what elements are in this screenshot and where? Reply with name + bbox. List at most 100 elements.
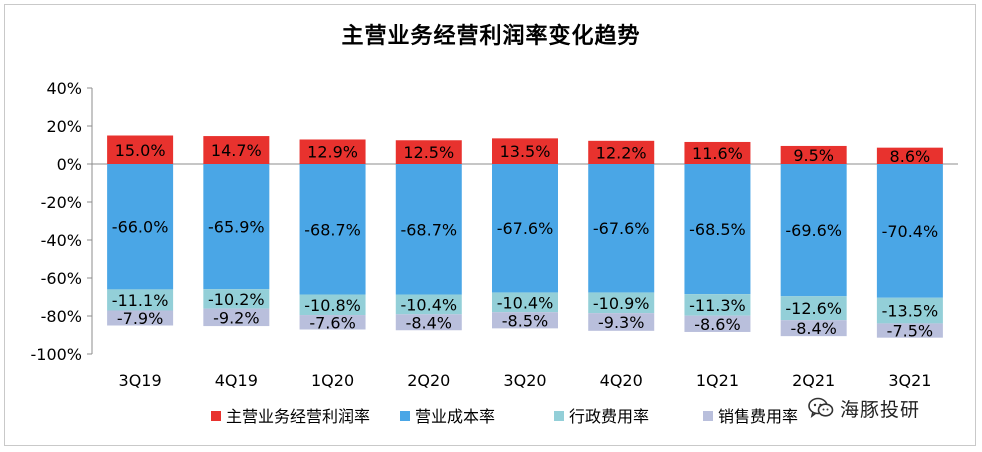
bar-segment	[780, 296, 847, 321]
data-label: -9.2%	[213, 308, 259, 327]
legend-swatch	[400, 411, 410, 421]
bar-segment	[876, 323, 943, 338]
bar-segment	[684, 141, 751, 164]
x-tick-label: 3Q21	[888, 371, 931, 390]
brand-text: 海豚投研	[840, 398, 921, 421]
x-tick-label: 3Q20	[503, 371, 546, 390]
bar-segment	[876, 164, 943, 298]
bar-segment	[492, 138, 558, 164]
x-tick-label: 4Q19	[215, 371, 258, 390]
bar-segment	[780, 320, 847, 337]
bar-segment	[588, 313, 655, 331]
bar-segment	[395, 314, 462, 331]
data-label: -11.1%	[112, 291, 169, 310]
data-label: 12.5%	[403, 143, 454, 162]
data-label: -12.6%	[785, 299, 842, 318]
data-label: -7.6%	[309, 313, 355, 332]
bar-segment	[299, 139, 366, 164]
bar-segment	[588, 292, 655, 314]
bar-segment	[492, 292, 558, 313]
bar-segment	[299, 294, 366, 316]
bar-segment	[203, 164, 270, 290]
y-tick-label: -80%	[41, 307, 82, 326]
chart-title: 主营业务经营利润率变化趋势	[341, 24, 641, 49]
data-label: 11.6%	[692, 144, 743, 163]
y-tick-label: -60%	[41, 269, 82, 288]
x-tick-label: 2Q21	[792, 371, 835, 390]
data-label: -10.2%	[208, 290, 265, 309]
data-label: -8.5%	[502, 311, 548, 330]
data-label: -10.4%	[497, 293, 554, 312]
x-tick-label: 2Q20	[407, 371, 450, 390]
legend-label: 主营业务经营利润率	[226, 407, 370, 426]
bar-segment	[107, 289, 174, 311]
bar-segment	[780, 145, 847, 164]
bar-segment	[780, 164, 847, 297]
data-label: 15.0%	[115, 141, 166, 160]
bar-segment	[107, 135, 174, 164]
bar-segment	[684, 294, 751, 316]
brand: 海豚投研	[808, 393, 920, 423]
bar-segment	[299, 164, 366, 295]
data-label: -8.4%	[406, 313, 452, 332]
data-label: -68.7%	[400, 220, 457, 239]
data-label: -68.7%	[304, 220, 361, 239]
data-label: -8.4%	[790, 319, 836, 338]
data-label: -13.5%	[882, 302, 939, 321]
data-label: 13.5%	[500, 142, 551, 161]
x-tick-label: 1Q20	[311, 371, 354, 390]
bar-segment	[492, 312, 558, 329]
data-label: -10.9%	[593, 294, 650, 313]
data-label: -8.6%	[694, 315, 740, 334]
data-label: -7.9%	[117, 309, 163, 328]
y-tick-label: -40%	[41, 231, 82, 250]
bar-segment	[492, 164, 558, 293]
data-label: -70.4%	[882, 222, 939, 241]
x-tick-label: 3Q19	[119, 371, 162, 390]
bar-segment	[203, 289, 270, 309]
bar-labels: 15.0%-66.0%-11.1%-7.9%14.7%-65.9%-10.2%-…	[112, 141, 938, 341]
legend-label: 营业成本率	[415, 407, 495, 426]
data-label: 12.2%	[596, 143, 647, 162]
data-label: -9.3%	[598, 313, 644, 332]
bars	[107, 135, 943, 338]
legend-swatch	[211, 411, 221, 421]
data-label: -67.6%	[497, 219, 554, 238]
bar-segment	[684, 315, 751, 332]
data-label: -69.6%	[785, 221, 842, 240]
data-label: 8.6%	[890, 147, 931, 166]
bar-segment	[588, 140, 655, 164]
bar-segment	[684, 164, 751, 295]
data-label: 14.7%	[211, 141, 262, 160]
x-tick-label: 1Q21	[696, 371, 739, 390]
bar-segment	[395, 294, 462, 315]
y-tick-label: -20%	[41, 193, 82, 212]
data-label: 12.9%	[307, 143, 358, 162]
legend: 主营业务经营利润率 营业成本率 行政费用率 销售费用率	[211, 407, 798, 426]
legend-label: 行政费用率	[569, 407, 649, 426]
bar-segment	[395, 164, 462, 295]
y-tick-label: 40%	[46, 79, 82, 98]
data-label: -10.8%	[304, 296, 361, 315]
bar-segment	[588, 164, 655, 293]
y-tick-label: 0%	[57, 155, 82, 174]
x-tick-labels: 3Q19 4Q19 1Q20 2Q20 3Q20 4Q20 1Q21 2Q21 3Q21	[119, 371, 932, 390]
bar-segment	[107, 310, 174, 326]
bar-segment	[299, 315, 366, 330]
data-label: -67.6%	[593, 219, 650, 238]
data-label: -7.5%	[887, 322, 933, 341]
bar-segment	[203, 308, 270, 327]
legend-label: 销售费用率	[718, 407, 798, 426]
legend-swatch	[554, 411, 564, 421]
x-tick-label: 4Q20	[600, 371, 643, 390]
y-tick-label: -100%	[30, 345, 82, 364]
wechat-icon	[808, 397, 834, 419]
data-label: -66.0%	[112, 218, 169, 237]
data-label: 9.5%	[793, 146, 834, 165]
bar-segment	[203, 136, 270, 164]
bar-segment	[107, 164, 174, 290]
data-label: -65.9%	[208, 218, 265, 237]
bar-segment	[876, 297, 943, 324]
data-label: -68.5%	[689, 220, 746, 239]
